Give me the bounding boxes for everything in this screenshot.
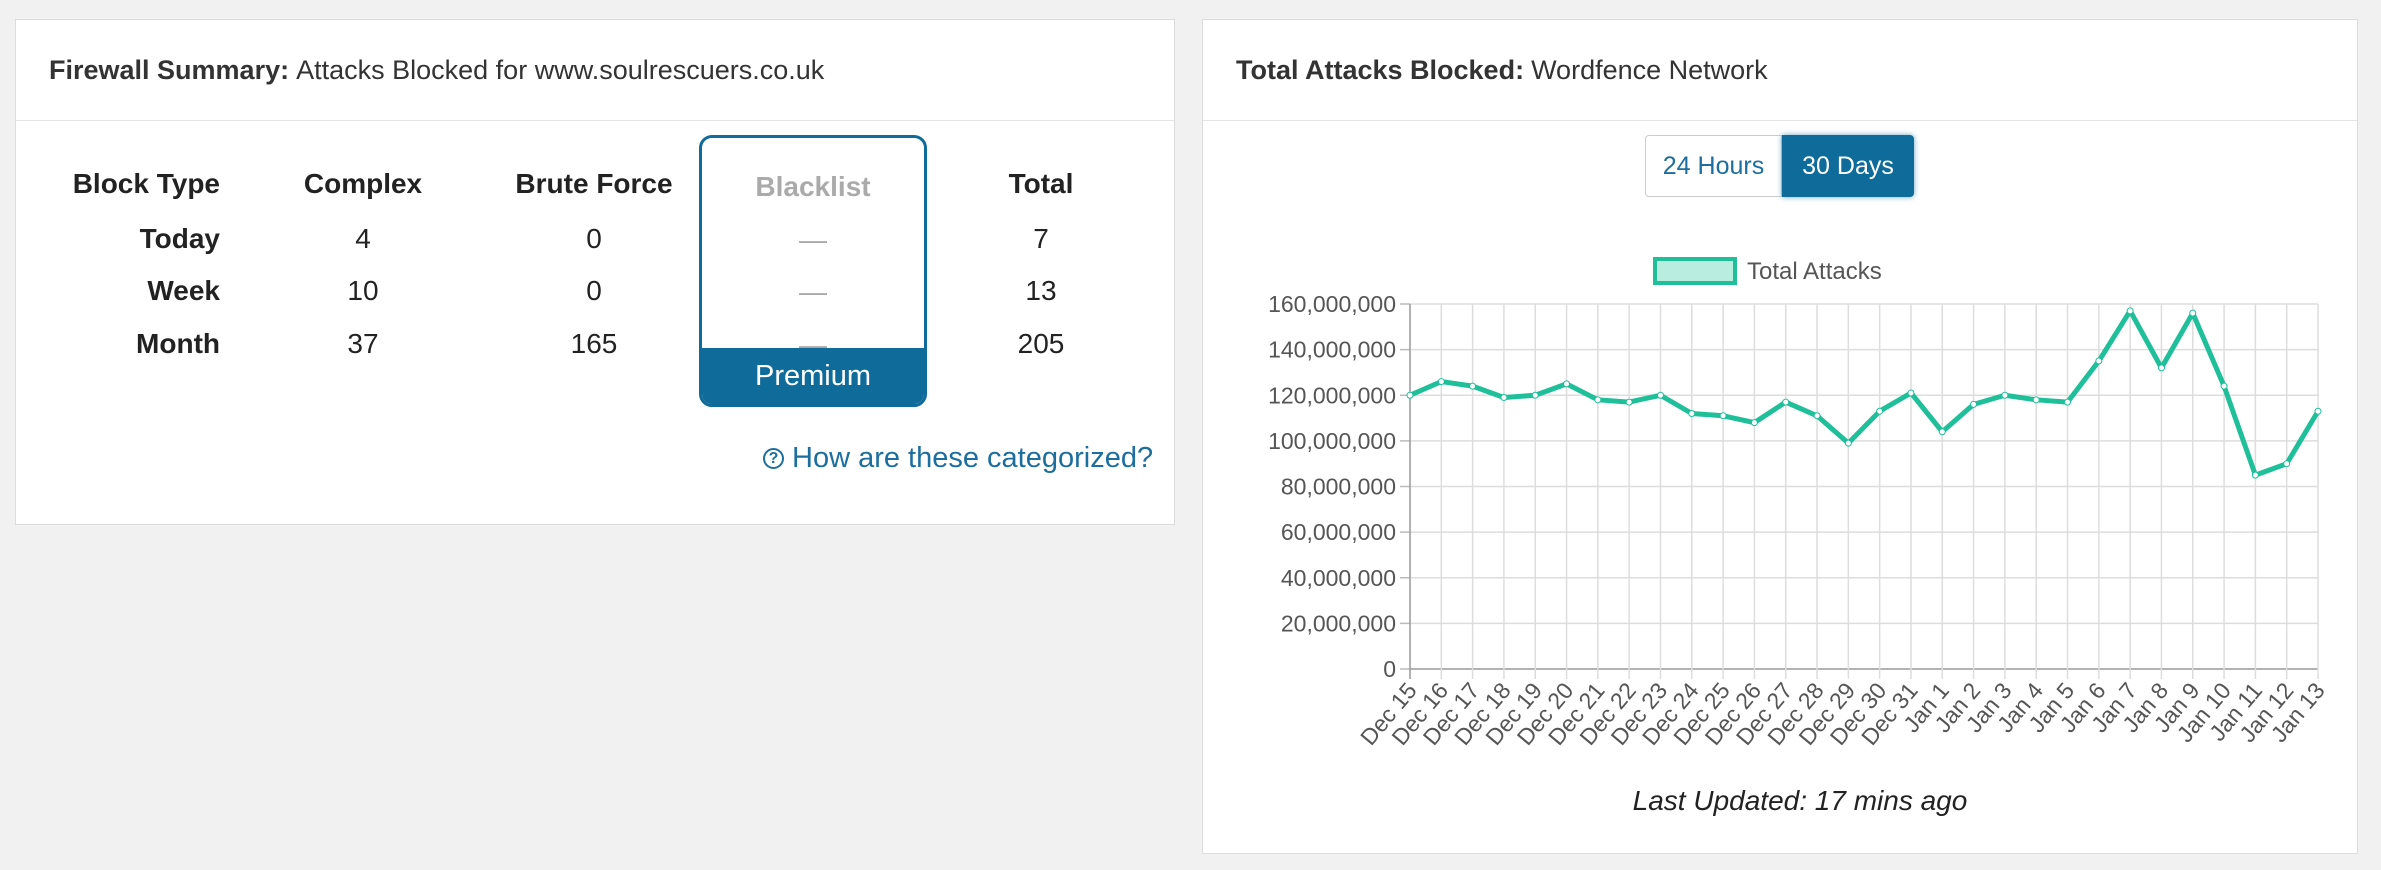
header-blacklist: Blacklist: [755, 171, 871, 202]
data-point: [2189, 309, 2197, 317]
data-point: [2283, 460, 2291, 468]
data-point: [1782, 398, 1790, 406]
today-complex: 4: [355, 223, 371, 254]
week-complex: 10: [347, 275, 379, 306]
row-label-today: Today: [139, 223, 220, 254]
y-tick-label: 140,000,000: [1268, 337, 1396, 363]
data-point: [1563, 380, 1571, 388]
week-brute-force: 0: [586, 275, 602, 306]
data-point: [1938, 428, 1946, 436]
y-tick-label: 100,000,000: [1268, 428, 1396, 454]
firewall-summary-header: Firewall Summary: Attacks Blocked for ww…: [16, 20, 1174, 121]
data-point: [2251, 471, 2259, 479]
data-point: [1531, 391, 1539, 399]
data-point: [1970, 400, 1978, 408]
legend-label-total-attacks: Total Attacks: [1747, 258, 1882, 285]
data-point: [1750, 419, 1758, 427]
series-line-total-attacks: [1408, 308, 2321, 478]
data-point: [2064, 398, 2072, 406]
data-point: [2157, 364, 2165, 372]
data-point: [1876, 407, 1884, 415]
month-total: 205: [1017, 328, 1065, 359]
firewall-summary-panel: Firewall Summary: Attacks Blocked for ww…: [15, 19, 1175, 525]
data-point: [1656, 391, 1664, 399]
total-attacks-title-bold: Total Attacks Blocked:: [1236, 54, 1525, 85]
total-attacks-header: Total Attacks Blocked: Wordfence Network: [1203, 20, 2357, 121]
data-point: [1437, 378, 1445, 386]
row-label-month: Month: [136, 328, 220, 359]
header-brute-force: Brute Force: [515, 168, 673, 199]
y-tick-label: 60,000,000: [1281, 519, 1396, 545]
data-point: [1406, 391, 1414, 399]
blacklist-today: —: [799, 224, 827, 255]
premium-button[interactable]: Premium: [702, 348, 924, 404]
last-updated-text: Last Updated: 17 mins ago: [1632, 785, 1968, 816]
month-brute-force: 165: [570, 328, 618, 359]
today-total: 7: [1033, 223, 1049, 254]
y-tick-label: 80,000,000: [1281, 474, 1396, 500]
firewall-summary-title-bold: Firewall Summary:: [49, 54, 290, 85]
how-categorized-link[interactable]: ? How are these categorized?: [763, 442, 1153, 475]
blacklist-week: —: [799, 276, 827, 307]
firewall-summary-title-rest: Attacks Blocked for www.soulrescuers.co.…: [296, 54, 825, 85]
header-block-type: Block Type: [72, 168, 220, 199]
data-point: [1907, 389, 1915, 397]
data-point: [1469, 382, 1477, 390]
data-point: [1719, 412, 1727, 420]
legend-swatch-total-attacks: [1653, 257, 1737, 285]
data-point: [2314, 407, 2322, 415]
header-total: Total: [1008, 168, 1074, 199]
row-label-week: Week: [147, 275, 220, 306]
y-tick-label: 0: [1383, 656, 1396, 682]
blacklist-premium-box[interactable]: Blacklist — — — Premium: [699, 135, 927, 407]
data-point: [2032, 396, 2040, 404]
data-point: [1813, 412, 1821, 420]
data-point: [2095, 357, 2103, 365]
month-complex: 37: [347, 328, 379, 359]
y-tick-label: 160,000,000: [1268, 291, 1396, 317]
header-complex: Complex: [303, 168, 423, 199]
data-point: [1500, 394, 1508, 402]
data-point: [1625, 398, 1633, 406]
week-total: 13: [1025, 275, 1057, 306]
toggle-30-days-button[interactable]: 30 Days: [1782, 135, 1914, 197]
total-attacks-title-rest: Wordfence Network: [1531, 54, 1768, 85]
toggle-24-hours-button[interactable]: 24 Hours: [1645, 135, 1782, 197]
y-tick-label: 120,000,000: [1268, 382, 1396, 408]
data-point: [2001, 391, 2009, 399]
today-brute-force: 0: [586, 223, 602, 254]
y-tick-label: 20,000,000: [1281, 610, 1396, 636]
question-circle-icon: ?: [763, 448, 784, 469]
y-tick-label: 40,000,000: [1281, 565, 1396, 591]
how-categorized-label: How are these categorized?: [792, 442, 1154, 474]
data-point: [1594, 396, 1602, 404]
data-point: [2126, 307, 2134, 315]
data-point: [1844, 439, 1852, 447]
data-point: [2220, 382, 2228, 390]
data-point: [1688, 410, 1696, 417]
